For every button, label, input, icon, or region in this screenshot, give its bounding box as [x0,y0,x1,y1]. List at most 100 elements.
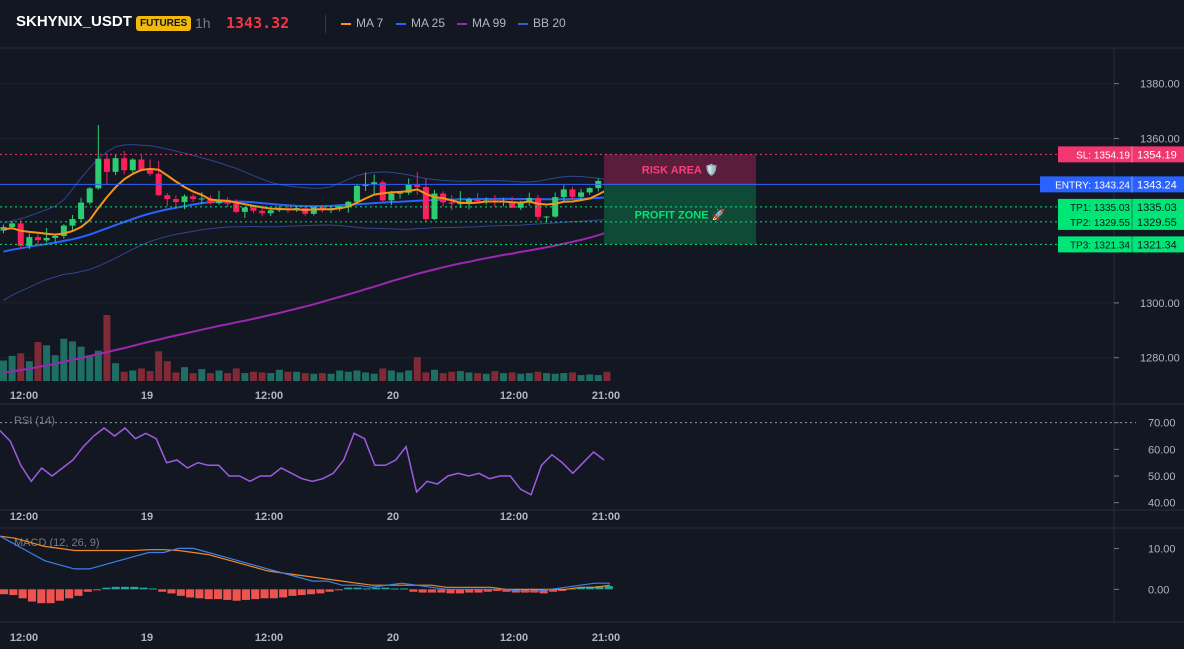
candle-body[interactable] [431,193,438,220]
candle-body[interactable] [172,199,179,203]
candle-body[interactable] [353,185,360,202]
candle-body[interactable] [164,195,171,200]
candle-body[interactable] [397,192,404,194]
macd-histogram-bar [586,586,595,590]
rsi-time-label: 20 [387,511,399,523]
header-divider [325,15,326,33]
candle-body[interactable] [465,199,472,204]
symbol-name[interactable]: SKHYNIX_USDT [16,13,132,30]
candle-body[interactable] [216,199,222,204]
candle-body[interactable] [250,207,257,211]
macd-histogram-bar [46,589,55,604]
candle-body[interactable] [474,199,481,202]
candle-body[interactable] [422,186,429,220]
candle-body[interactable] [52,236,59,238]
entry-tag[interactable] [1040,176,1184,193]
macd-histogram-bar [260,589,269,599]
price-time-label: 12:00 [255,390,283,402]
candle-body[interactable] [517,202,524,208]
entry-price-label: 1343.24 [1137,179,1177,191]
ma7-swatch-icon [341,22,351,25]
candle-body[interactable] [26,237,33,246]
candle-body[interactable] [181,196,188,203]
macd-histogram-bar [344,587,353,590]
volume-bar [456,371,464,381]
candle-body[interactable] [560,189,567,198]
candle-body[interactable] [43,237,50,241]
candle-body[interactable] [95,158,102,189]
volume-bar [181,367,189,381]
candle-body[interactable] [17,223,24,246]
candle-body[interactable] [526,197,533,203]
interval-label[interactable]: 1h [195,15,211,31]
legend-ma7[interactable]: MA 7 [341,16,383,30]
volume-bar [112,363,120,381]
candle-body[interactable] [147,169,154,174]
candle-body[interactable] [362,184,369,186]
candle-body[interactable] [448,202,455,204]
volume-bar [249,371,257,381]
volume-bar [94,350,102,381]
macd-histogram-bar [604,586,613,590]
candle-body[interactable] [60,225,67,237]
tp2-tag[interactable] [1058,213,1184,230]
candle-body[interactable] [414,184,421,187]
tp3-tag[interactable] [1058,236,1184,253]
candle-body[interactable] [388,193,395,201]
tp1-tag[interactable] [1058,198,1184,215]
macd-time-label: 21:00 [592,632,620,644]
candle-body[interactable] [121,158,128,171]
volume-bar [379,368,387,381]
candle-body[interactable] [534,197,541,217]
candle-body[interactable] [457,203,464,205]
volume-bar [129,370,137,381]
candle-body[interactable] [198,198,205,200]
price-tick-label: 1280.00 [1140,353,1180,365]
price-tick-label: 1360.00 [1140,133,1180,145]
candle-body[interactable] [569,189,576,197]
candle-body[interactable] [69,219,76,226]
volume-bar [508,372,516,381]
volume-bar [362,372,370,381]
candle-body[interactable] [267,210,274,214]
macd-histogram-bar [409,589,418,592]
candle-body[interactable] [509,201,516,208]
sl-tag[interactable] [1058,146,1184,163]
sl-tag-label: SL: 1354.19 [1076,150,1130,161]
candle-body[interactable] [138,159,145,170]
volume-bar [232,368,240,381]
candle-body[interactable] [34,237,41,241]
macd-histogram-bar [65,589,74,599]
candle-body[interactable] [405,184,412,193]
candle-body[interactable] [543,216,550,218]
volume-bar [387,370,395,381]
candle-body[interactable] [9,223,16,227]
candle-body[interactable] [103,158,110,172]
candle-body[interactable] [259,210,266,214]
macd-histogram-bar [279,589,288,598]
candle-body[interactable] [86,188,93,203]
candle-body[interactable] [345,201,352,207]
candle-body[interactable] [310,207,317,214]
candle-body[interactable] [379,182,386,201]
volume-bar [275,369,283,381]
candle-body[interactable] [190,196,197,200]
candle-body[interactable] [586,188,593,193]
volume-bar [396,372,404,381]
candle-body[interactable] [129,159,136,171]
candle-body[interactable] [578,192,585,197]
legend-bb20[interactable]: BB 20 [518,16,566,30]
macd-histogram-bar [576,587,585,590]
candle-body[interactable] [78,202,85,220]
candle-body[interactable] [233,203,240,212]
volume-bar [431,369,438,381]
legend-ma25[interactable]: MA 25 [396,16,445,30]
candle-body[interactable] [241,207,248,212]
candle-body[interactable] [207,198,214,204]
candle-body[interactable] [112,158,119,172]
candle-body[interactable] [371,182,378,185]
volume-bar [34,342,42,381]
macd-histogram-bar [0,589,9,595]
legend-ma99[interactable]: MA 99 [457,16,506,30]
